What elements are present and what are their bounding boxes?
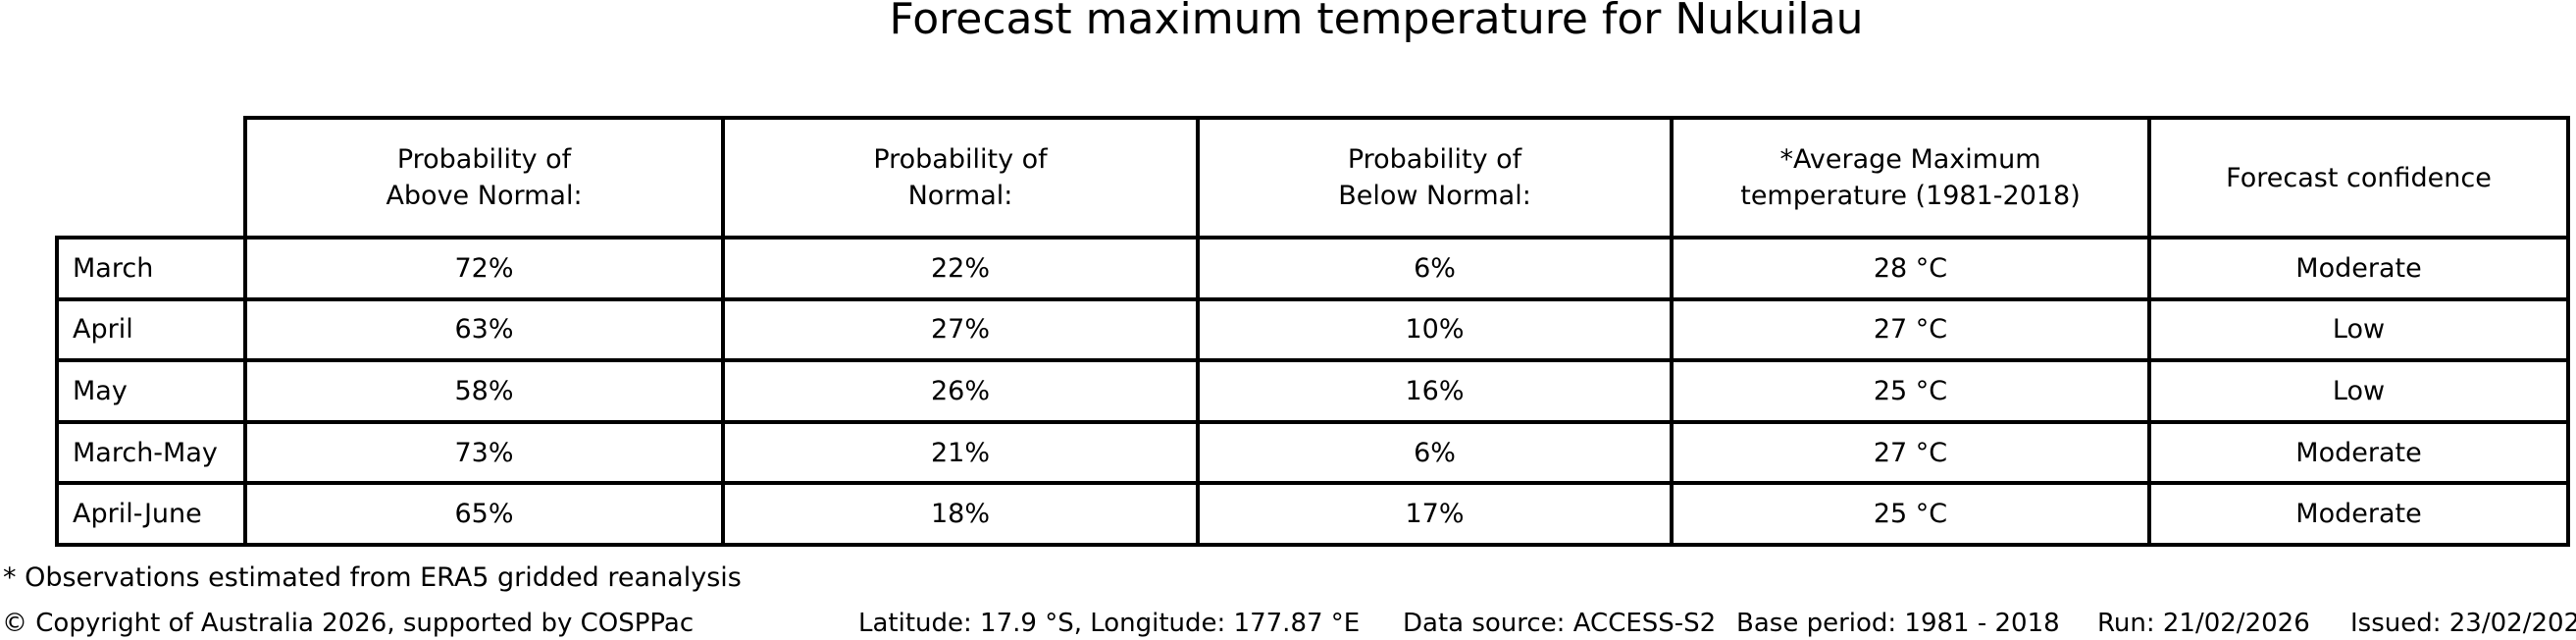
column-header-below-normal: Probability of Below Normal: xyxy=(1196,116,1674,240)
page-title: Forecast maximum temperature for Nukuila… xyxy=(889,0,1864,44)
table-cell: 26% xyxy=(721,358,1200,424)
column-header-forecast-confidence: Forecast confidence xyxy=(2147,116,2570,240)
data-source-text: Data source: ACCESS-S2 xyxy=(1403,609,1717,638)
corner-cell xyxy=(57,118,245,238)
issued-date-text: Issued: 23/02/2026 xyxy=(2350,609,2576,638)
table-cell: 27 °C xyxy=(1670,419,2151,486)
table-cell: Moderate xyxy=(2147,481,2570,547)
table-cell: 22% xyxy=(721,236,1200,301)
table-row-april: April 63% 27% 10% 27 °C Low xyxy=(55,296,2570,363)
row-label: March-May xyxy=(55,419,247,486)
copyright-text: © Copyright of Australia 2026, supported… xyxy=(2,609,695,638)
table-cell: 58% xyxy=(243,358,725,424)
row-label: April-June xyxy=(55,481,247,547)
table-cell: 73% xyxy=(243,419,725,486)
table-cell: Low xyxy=(2147,296,2570,363)
table-cell: 25 °C xyxy=(1670,358,2151,424)
table-cell: Moderate xyxy=(2147,419,2570,486)
table-row-may: May 58% 26% 16% 25 °C Low xyxy=(55,358,2570,424)
table-cell: Moderate xyxy=(2147,236,2570,301)
table-cell: 17% xyxy=(1196,481,1674,547)
table-cell: 25 °C xyxy=(1670,481,2151,547)
table-cell: 27 °C xyxy=(1670,296,2151,363)
row-label: April xyxy=(55,296,247,363)
table-cell: 6% xyxy=(1196,236,1674,301)
base-period-text: Base period: 1981 - 2018 xyxy=(1736,609,2060,638)
row-label: May xyxy=(55,358,247,424)
forecast-table: Probability of Above Normal: Probability… xyxy=(55,116,2570,547)
table-cell: 27% xyxy=(721,296,1200,363)
table-cell: 65% xyxy=(243,481,725,547)
observations-footnote: * Observations estimated from ERA5 gridd… xyxy=(3,562,742,593)
column-header-above-normal: Probability of Above Normal: xyxy=(243,116,725,240)
table-cell: 28 °C xyxy=(1670,236,2151,301)
table-row-march-may: March-May 73% 21% 6% 27 °C Moderate xyxy=(55,419,2570,486)
run-date-text: Run: 21/02/2026 xyxy=(2097,609,2310,638)
table-cell: 6% xyxy=(1196,419,1674,486)
table-cell: 16% xyxy=(1196,358,1674,424)
table-cell: 72% xyxy=(243,236,725,301)
header-row: Probability of Above Normal: Probability… xyxy=(57,116,2570,240)
column-header-normal: Probability of Normal: xyxy=(721,116,1200,240)
table-row-march: March 72% 22% 6% 28 °C Moderate xyxy=(55,236,2570,301)
table-cell: 21% xyxy=(721,419,1200,486)
table-cell: 18% xyxy=(721,481,1200,547)
table-row-april-june: April-June 65% 18% 17% 25 °C Moderate xyxy=(55,481,2570,547)
column-header-average-max-temp: *Average Maximum temperature (1981-2018) xyxy=(1670,116,2151,240)
row-label: March xyxy=(55,236,247,301)
table-cell: 63% xyxy=(243,296,725,363)
location-text: Latitude: 17.9 °S, Longitude: 177.87 °E xyxy=(858,609,1361,638)
table-cell: Low xyxy=(2147,358,2570,424)
table-cell: 10% xyxy=(1196,296,1674,363)
